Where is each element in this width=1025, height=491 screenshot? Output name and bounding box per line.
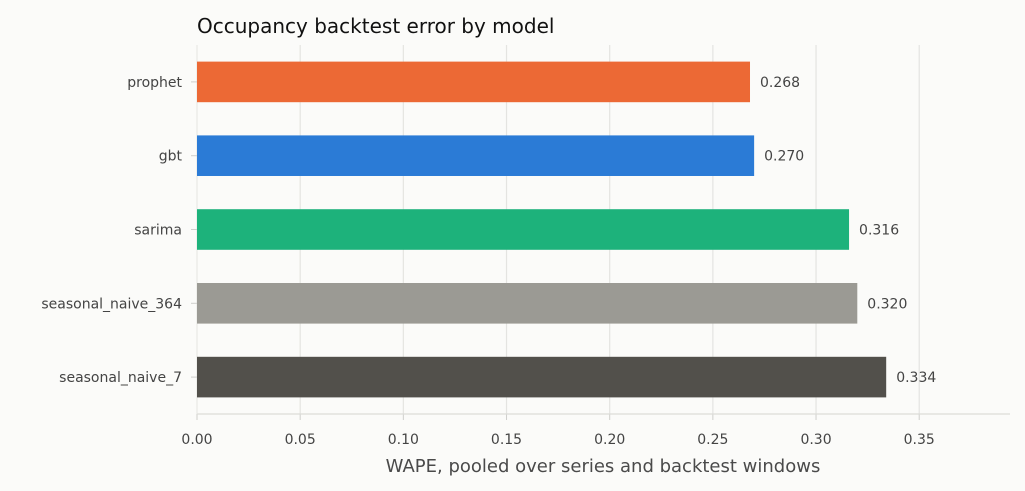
bar-seasonal_naive_364: [197, 283, 858, 324]
data-label: 0.270: [764, 149, 804, 165]
category-label: seasonal_naive_364: [41, 296, 182, 312]
x-tick-label: 0.00: [181, 432, 212, 448]
x-tick-label: 0.35: [904, 432, 935, 448]
x-tick-label: 0.20: [594, 432, 625, 448]
bar-gbt: [197, 135, 755, 176]
category-label: seasonal_naive_7: [59, 370, 182, 386]
data-label: 0.268: [760, 75, 800, 91]
x-axis: 0.00 0.05 0.10 0.15 0.20 0.25 0.30 0.35: [181, 45, 1010, 448]
bar-sarima: [197, 209, 850, 250]
bars: prophet 0.268 gbt 0.270 sarima 0.316 seasonal_…: [41, 61, 936, 398]
bar-seasonal_naive_7: [197, 356, 887, 398]
chart-title: Occupancy backtest error by model: [197, 14, 554, 38]
x-tick-label: 0.15: [491, 432, 522, 448]
category-label: sarima: [134, 223, 182, 239]
category-label: prophet: [127, 75, 182, 91]
x-axis-title: WAPE, pooled over series and backtest wi…: [386, 456, 821, 477]
category-label: gbt: [159, 149, 183, 165]
data-label: 0.320: [867, 296, 907, 312]
data-label: 0.334: [896, 370, 936, 386]
x-tick-label: 0.30: [800, 432, 831, 448]
data-label: 0.316: [859, 223, 899, 239]
x-tick-label: 0.05: [285, 432, 316, 448]
x-tick-label: 0.10: [388, 432, 419, 448]
bar-prophet: [197, 61, 751, 103]
x-tick-label: 0.25: [697, 432, 728, 448]
